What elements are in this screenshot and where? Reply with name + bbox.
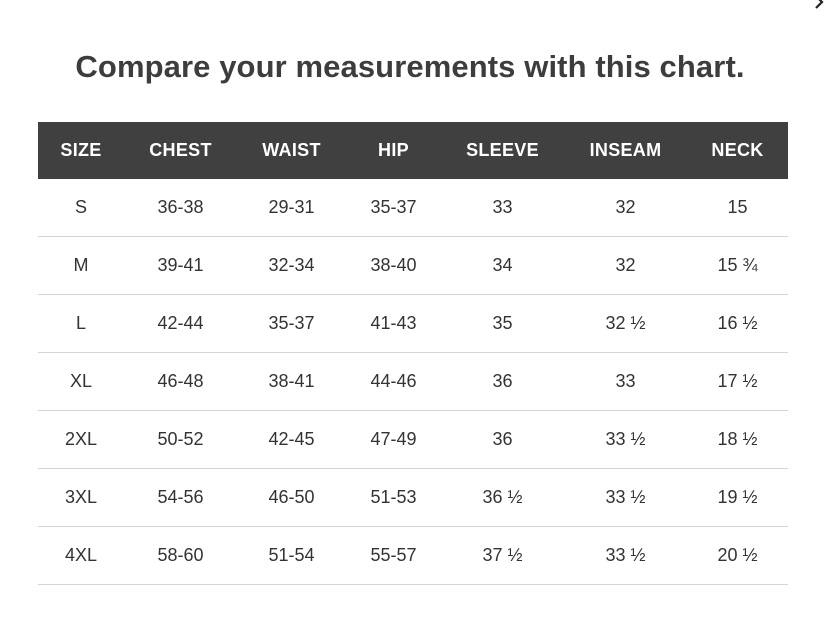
cell-size: S — [38, 179, 124, 237]
table-row: 4XL 58-60 51-54 55-57 37 ½ 33 ½ 20 ½ — [38, 526, 788, 585]
cell-waist: 42-45 — [237, 410, 346, 469]
cell-size: 3XL — [38, 468, 124, 527]
cell-inseam: 32 — [564, 236, 687, 295]
header-neck: NECK — [711, 140, 764, 160]
cell-chest: 54-56 — [124, 468, 237, 527]
page-title: Compare your measurements with this char… — [75, 48, 745, 84]
cell-size: 2XL — [38, 410, 124, 469]
table-row: XL 46-48 38-41 44-46 36 33 17 ½ — [38, 352, 788, 411]
cell-neck: 20 ½ — [687, 526, 788, 585]
cell-sleeve: 33 — [441, 179, 564, 237]
cell-inseam: 32 ½ — [564, 294, 687, 353]
cell-sleeve: 36 — [441, 352, 564, 411]
cell-hip: 38-40 — [346, 236, 441, 295]
cell-neck: 16 ½ — [687, 294, 788, 353]
cell-neck: 15 ¾ — [687, 236, 788, 295]
cell-neck: 15 — [687, 179, 788, 237]
table-header-row: SIZE CHEST WAIST HIP SLEEVE INSEAM NECK — [38, 122, 788, 179]
header-chest: CHEST — [149, 140, 212, 160]
size-chart-table: SIZE CHEST WAIST HIP SLEEVE INSEAM NECK … — [38, 122, 788, 585]
cell-inseam: 32 — [564, 179, 687, 237]
table-row: M 39-41 32-34 38-40 34 32 15 ¾ — [38, 236, 788, 295]
cell-size: XL — [38, 352, 124, 411]
cell-hip: 41-43 — [346, 294, 441, 353]
cell-sleeve: 37 ½ — [441, 526, 564, 585]
cell-neck: 19 ½ — [687, 468, 788, 527]
table-row: 2XL 50-52 42-45 47-49 36 33 ½ 18 ½ — [38, 410, 788, 469]
cell-chest: 58-60 — [124, 526, 237, 585]
chevron-right-icon[interactable] — [812, 0, 826, 10]
cell-neck: 18 ½ — [687, 410, 788, 469]
cell-waist: 29-31 — [237, 179, 346, 237]
cell-size: M — [38, 236, 124, 295]
header-size: SIZE — [60, 140, 102, 160]
cell-sleeve: 36 — [441, 410, 564, 469]
cell-waist: 51-54 — [237, 526, 346, 585]
header-sleeve: SLEEVE — [466, 140, 539, 160]
cell-waist: 46-50 — [237, 468, 346, 527]
cell-inseam: 33 ½ — [564, 526, 687, 585]
cell-chest: 50-52 — [124, 410, 237, 469]
table-row: S 36-38 29-31 35-37 33 32 15 — [38, 179, 788, 237]
cell-chest: 42-44 — [124, 294, 237, 353]
cell-waist: 32-34 — [237, 236, 346, 295]
table-row: L 42-44 35-37 41-43 35 32 ½ 16 ½ — [38, 294, 788, 353]
cell-inseam: 33 — [564, 352, 687, 411]
cell-waist: 35-37 — [237, 294, 346, 353]
cell-waist: 38-41 — [237, 352, 346, 411]
cell-hip: 35-37 — [346, 179, 441, 237]
cell-hip: 51-53 — [346, 468, 441, 527]
cell-neck: 17 ½ — [687, 352, 788, 411]
cell-inseam: 33 ½ — [564, 410, 687, 469]
header-hip: HIP — [378, 140, 409, 160]
cell-hip: 55-57 — [346, 526, 441, 585]
cell-chest: 39-41 — [124, 236, 237, 295]
cell-chest: 46-48 — [124, 352, 237, 411]
cell-sleeve: 34 — [441, 236, 564, 295]
cell-size: L — [38, 294, 124, 353]
cell-size: 4XL — [38, 526, 124, 585]
header-waist: WAIST — [262, 140, 321, 160]
cell-chest: 36-38 — [124, 179, 237, 237]
header-inseam: INSEAM — [589, 140, 662, 160]
cell-hip: 44-46 — [346, 352, 441, 411]
cell-sleeve: 36 ½ — [441, 468, 564, 527]
cell-hip: 47-49 — [346, 410, 441, 469]
table-row: 3XL 54-56 46-50 51-53 36 ½ 33 ½ 19 ½ — [38, 468, 788, 527]
cell-inseam: 33 ½ — [564, 468, 687, 527]
cell-sleeve: 35 — [441, 294, 564, 353]
